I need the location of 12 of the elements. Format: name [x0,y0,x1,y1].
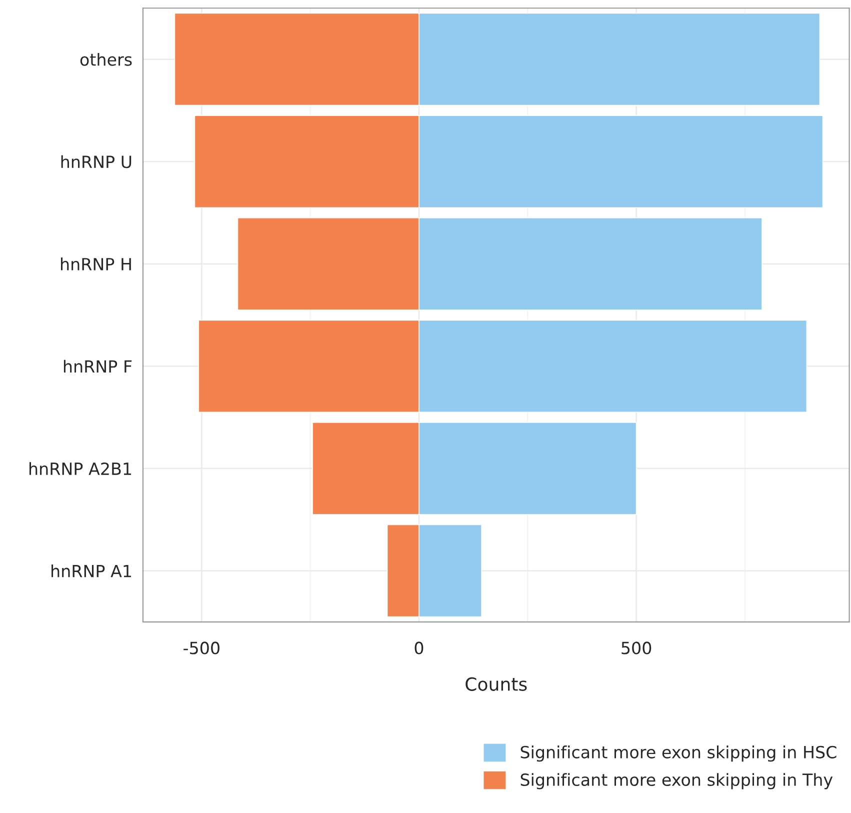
y-tick-label: hnRNP F [64,360,132,373]
x-tick-label: 500 [622,642,652,654]
y-tick-label: hnRNP A1 [52,564,132,578]
x-axis-title: Counts [466,677,527,691]
legend-label: Significant more exon skipping in HSC [520,746,836,762]
y-tick-label: hnRNP A2B1 [30,462,132,475]
legend-label: Significant more exon skipping in Thy [520,773,833,790]
x-tick-label: 0 [414,642,424,654]
y-tick-label: hnRNP H [61,258,131,270]
y-tick-label: hnRNP U [61,155,132,168]
x-tick-label: -500 [184,642,220,654]
y-tick-label: others [80,52,132,66]
